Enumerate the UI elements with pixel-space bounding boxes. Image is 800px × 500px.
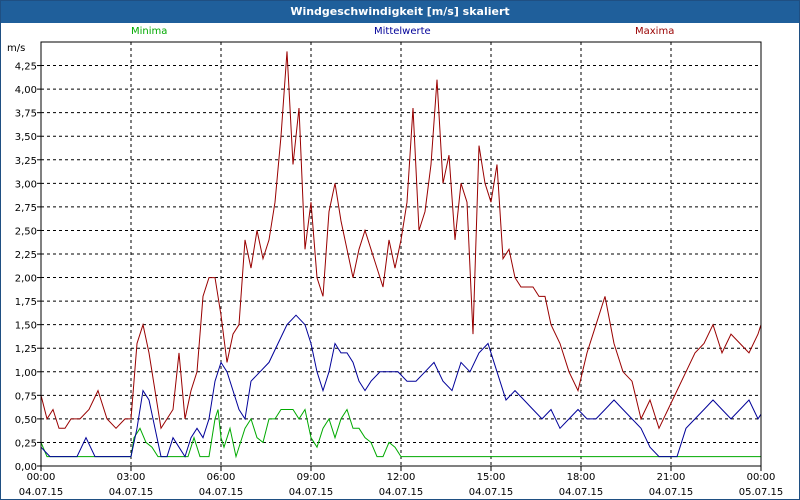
y-tick-label: 2,00 <box>15 274 37 285</box>
line-chart: m/s 0,00 0,25 0,50 0,75 1,00 1,25 1,50 1,75 2,00… <box>7 41 784 498</box>
y-tick-label: 0,00 <box>15 462 37 473</box>
series-line-maxima <box>40 51 762 430</box>
y-tick-label: 2,75 <box>15 203 37 214</box>
y-tick-label: 2,25 <box>15 250 37 261</box>
window-title: Windgeschwindigkeit [m/s] skaliert <box>1 1 799 23</box>
x-tick-date: 04.07.15 <box>379 487 424 498</box>
y-tick-label: 4,00 <box>15 85 37 96</box>
x-tick-date: 04.07.15 <box>199 487 244 498</box>
x-tick-time: 15:00 <box>477 472 506 483</box>
x-tick-time: 06:00 <box>207 472 236 483</box>
y-tick-label: 3,75 <box>15 109 37 120</box>
x-tick-time: 03:00 <box>117 472 146 483</box>
series-line-minima <box>40 408 761 459</box>
y-tick-label: 0,75 <box>15 391 37 402</box>
legend-minima: Minima <box>131 26 168 37</box>
x-tick-time: 12:00 <box>387 472 416 483</box>
y-tick-label: 1,50 <box>15 321 37 332</box>
grid <box>41 42 761 466</box>
y-tick-label: 3,00 <box>15 179 37 190</box>
x-tick-date: 04.07.15 <box>649 487 694 498</box>
x-tick-date: 04.07.15 <box>559 487 604 498</box>
y-tick-label: 1,25 <box>15 344 37 355</box>
x-axis: 00:00 04.07.15 03:00 04.07.15 06:00 04.07.15 0… <box>19 466 784 498</box>
y-tick-label: 0,50 <box>15 415 37 426</box>
x-tick-time: 00:00 <box>27 472 56 483</box>
series-group <box>40 51 762 459</box>
x-tick-date: 04.07.15 <box>109 487 154 498</box>
x-tick-time: 00:00 <box>747 472 776 483</box>
x-tick-date: 04.07.15 <box>289 487 334 498</box>
y-tick-label: 1,00 <box>15 368 37 379</box>
y-tick-label: 1,75 <box>15 297 37 308</box>
plot-frame <box>40 41 762 467</box>
y-tick-label: 2,50 <box>15 226 37 237</box>
y-tick-label: 3,25 <box>15 156 37 167</box>
series-line-mittelwerte <box>40 314 762 458</box>
x-tick-time: 18:00 <box>567 472 596 483</box>
x-tick-date: 04.07.15 <box>469 487 514 498</box>
y-tick-label: 4,25 <box>15 62 37 73</box>
x-tick-time: 09:00 <box>297 472 326 483</box>
y-axis: 0,00 0,25 0,50 0,75 1,00 1,25 1,50 1,75 2,00 2,25… <box>15 62 41 473</box>
x-tick-time: 21:00 <box>657 472 686 483</box>
y-tick-label: 3,50 <box>15 132 37 143</box>
x-tick-date: 04.07.15 <box>19 487 64 498</box>
legend-mittelwerte: Mittelwerte <box>374 26 431 37</box>
y-axis-label: m/s <box>7 43 25 54</box>
legend-maxima: Maxima <box>635 26 675 37</box>
y-tick-label: 0,25 <box>15 438 37 449</box>
x-tick-date: 05.07.15 <box>739 487 784 498</box>
